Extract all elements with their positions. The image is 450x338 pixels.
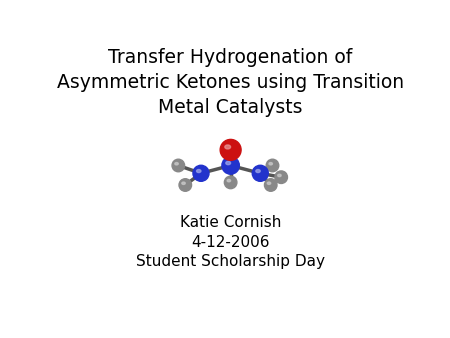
Ellipse shape	[220, 139, 241, 160]
Ellipse shape	[267, 182, 271, 185]
Ellipse shape	[252, 165, 268, 181]
Ellipse shape	[179, 179, 192, 191]
Ellipse shape	[175, 163, 178, 165]
Ellipse shape	[182, 182, 185, 185]
Ellipse shape	[225, 176, 237, 189]
Ellipse shape	[269, 163, 272, 165]
Ellipse shape	[172, 159, 184, 172]
Text: Student Scholarship Day: Student Scholarship Day	[136, 254, 325, 269]
Ellipse shape	[275, 171, 288, 184]
Ellipse shape	[225, 145, 230, 149]
Ellipse shape	[256, 170, 260, 173]
Text: 4-12-2006: 4-12-2006	[191, 235, 270, 250]
Text: Transfer Hydrogenation of
Asymmetric Ketones using Transition
Metal Catalysts: Transfer Hydrogenation of Asymmetric Ket…	[57, 48, 404, 117]
Ellipse shape	[266, 159, 279, 172]
Text: Katie Cornish: Katie Cornish	[180, 215, 281, 230]
Ellipse shape	[193, 165, 209, 181]
Ellipse shape	[227, 179, 230, 182]
Ellipse shape	[197, 170, 201, 173]
Ellipse shape	[226, 161, 230, 165]
Ellipse shape	[222, 157, 239, 174]
Ellipse shape	[278, 174, 281, 177]
Ellipse shape	[265, 179, 277, 191]
